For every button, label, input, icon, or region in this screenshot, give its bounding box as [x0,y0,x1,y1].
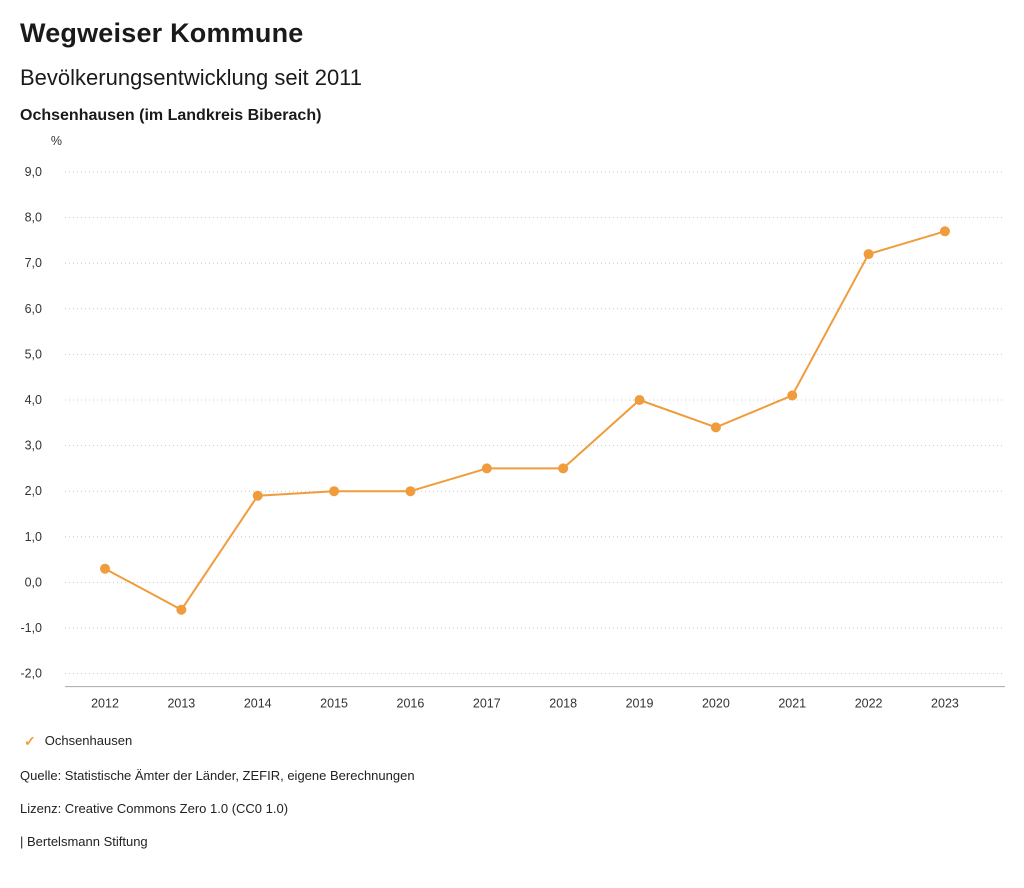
x-tick-label: 2020 [702,697,730,711]
data-point[interactable] [481,463,492,474]
license-text: Lizenz: Creative Commons Zero 1.0 (CC0 1… [20,801,289,816]
data-point[interactable] [252,490,263,501]
data-point[interactable] [329,486,340,497]
y-tick-label: 6,0 [25,302,42,316]
chart-canvas: % 9,0 8,0 7,0 6,0 5,0 4,0 3,0 2,0 1,0 0,0 -1,0 -2,0 2… [20,134,1005,711]
x-tick-label: 2016 [397,697,425,711]
series-line [104,230,946,611]
data-point[interactable] [558,463,569,474]
y-tick-label: 0,0 [25,575,42,589]
data-point[interactable] [787,390,798,401]
y-tick-label: 8,0 [25,211,42,225]
y-tick-label: -2,0 [20,667,42,681]
chart-subtitle: Bevölkerungsentwicklung seit 2011 [20,65,363,90]
x-tick-label: 2015 [320,697,348,711]
x-tick-label: 2018 [549,697,577,711]
check-icon: ✓ [24,732,36,749]
y-tick-label: 9,0 [25,165,42,179]
footer: Quelle: Statistische Ämter der Länder, Z… [0,768,1024,849]
y-tick-label: 3,0 [25,439,42,453]
x-tick-label: 2022 [855,697,883,711]
attribution-text: | Bertelsmann Stiftung [20,834,148,849]
y-tick-label: 4,0 [25,393,42,407]
data-point[interactable] [100,563,110,574]
legend-item-ochsenhausen[interactable]: ✓ Ochsenhausen [0,733,132,748]
data-point[interactable] [710,422,721,433]
x-tick-label: 2014 [244,697,272,711]
data-point[interactable] [939,226,950,237]
x-tick-label: 2013 [167,697,195,711]
region-label: Ochsenhausen (im Landkreis Biberach) [20,107,322,124]
data-point[interactable] [634,395,645,405]
y-axis-unit-label: % [51,134,62,148]
header: Wegweiser Kommune Bevölkerungsentwicklun… [0,0,1024,125]
x-tick-label: 2021 [778,697,806,711]
data-point[interactable] [863,249,874,260]
x-tick-label: 2012 [91,697,119,711]
x-tick-label: 2023 [931,697,959,711]
y-tick-label: 7,0 [25,256,42,270]
y-tick-label: 2,0 [25,484,42,498]
source-text: Quelle: Statistische Ämter der Länder, Z… [20,768,415,783]
page-title: Wegweiser Kommune [20,18,304,48]
x-tick-label: 2019 [626,697,654,711]
y-tick-label: -1,0 [20,621,42,635]
y-tick-label: 1,0 [25,530,42,544]
data-point[interactable] [176,604,187,615]
x-tick-label: 2017 [473,697,501,711]
legend-label: Ochsenhausen [44,733,133,748]
y-tick-label: 5,0 [25,347,42,361]
chart-area: % 9,0 8,0 7,0 6,0 5,0 4,0 3,0 2,0 1,0 0,0 -1,0 -2,0 2… [0,127,1024,727]
data-point[interactable] [405,486,416,497]
